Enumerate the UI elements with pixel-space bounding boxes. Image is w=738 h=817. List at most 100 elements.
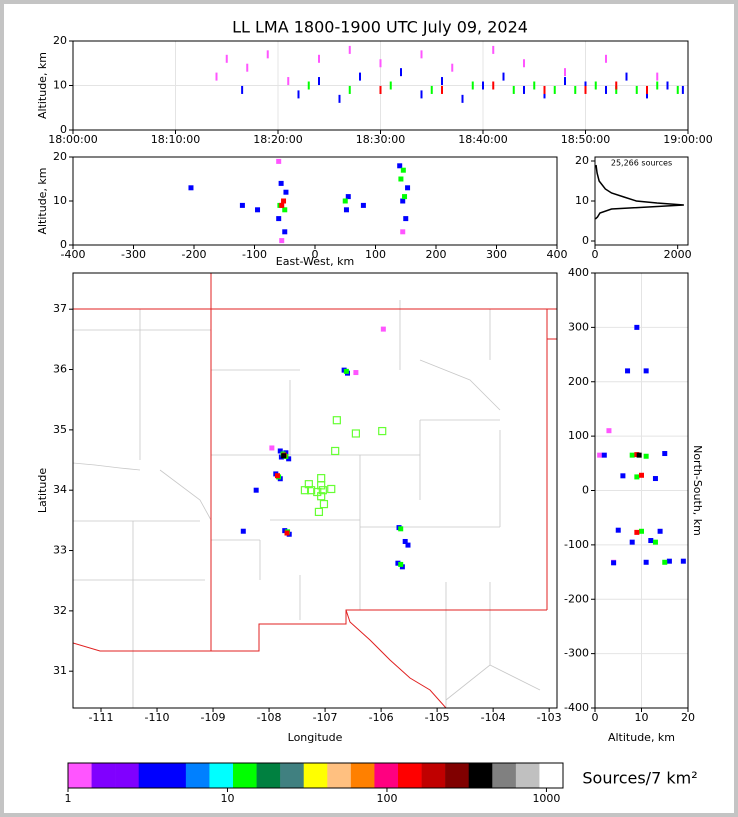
source [343,368,349,374]
source [648,538,654,544]
source [634,474,640,480]
colorbar-segment [280,763,305,788]
panel-frame [594,272,689,709]
y-tick-label: -100 [564,538,589,551]
x-tick-label: -400 [61,248,86,261]
x-tick-label: 18:40:00 [458,133,507,146]
source [643,453,649,459]
source [276,216,282,222]
source [297,90,300,99]
source [629,452,635,458]
source [656,72,659,81]
source [666,558,672,564]
source [278,180,284,186]
source [681,85,684,94]
x-tick-label: -107 [313,711,338,724]
source [379,85,382,94]
source [441,77,443,86]
x-tick-label: -300 [121,248,146,261]
source [246,63,249,72]
source [502,72,505,81]
y-tick-label: 35 [53,423,67,436]
source [553,85,556,94]
colorbar-segment [492,763,517,788]
panel-frame [72,272,558,709]
x-tick-label: 10 [220,792,234,805]
source [338,94,341,103]
source [395,560,401,566]
source [606,428,612,434]
source [441,85,443,94]
x-tick-label: 18:10:00 [151,133,200,146]
y-axis-label: Latitude [36,468,49,514]
y-tick-label: 100 [568,429,589,442]
source [400,68,402,77]
station [378,426,387,436]
y-tick-label: 400 [568,266,589,279]
source [523,85,525,94]
station [300,486,310,495]
source [318,77,320,86]
source [597,452,603,458]
source [430,85,433,94]
x-tick-label: 400 [547,248,568,261]
source [656,81,659,90]
y-tick-label: 31 [53,664,67,677]
x-tick-label: 0 [592,711,599,724]
source [629,539,635,545]
source [318,54,320,63]
source [240,528,246,534]
source [584,85,587,94]
station [319,499,329,509]
source [662,451,668,457]
source [397,163,403,169]
station [306,486,316,495]
x-tick-label: 100 [365,248,386,261]
colorbar-segment [68,763,92,788]
source [405,542,411,548]
source [279,202,285,208]
source [543,85,546,94]
station [351,429,360,438]
source [343,207,349,213]
source [584,81,587,90]
source [652,476,658,482]
colorbar-segment [398,763,422,788]
source [283,189,289,195]
source [652,539,658,545]
source [405,185,411,191]
x-tick-label: -200 [182,248,207,261]
y-tick-label: 20 [575,154,589,167]
source [662,559,668,565]
source [615,81,618,90]
source [284,530,290,536]
x-tick-label: 2000 [664,248,692,261]
y-tick-label: 20 [53,150,67,163]
x-axis-label: Altitude, km [608,731,675,744]
x-tick-label: 19:00:00 [663,133,712,146]
x-tick-label: -109 [201,711,226,724]
y-axis-label: Altitude, km [36,52,49,119]
source [676,85,679,94]
source [348,45,351,54]
x-tick-label: 18:50:00 [561,133,610,146]
source [276,158,282,164]
source [634,529,640,535]
station [327,484,336,494]
source [512,85,515,94]
y-tick-label: 34 [53,483,67,496]
annotation: 25,266 sources [611,159,672,168]
map-background [73,273,557,708]
source [400,167,406,173]
source [605,85,607,94]
y-tick-label: 10 [53,79,67,92]
source [564,77,566,86]
source [398,561,404,567]
colorbar-segment [421,763,446,788]
source [646,85,648,94]
x-tick-label: 1 [65,792,72,805]
source [281,198,287,204]
colorbar-segment [327,763,352,788]
source [225,54,228,63]
